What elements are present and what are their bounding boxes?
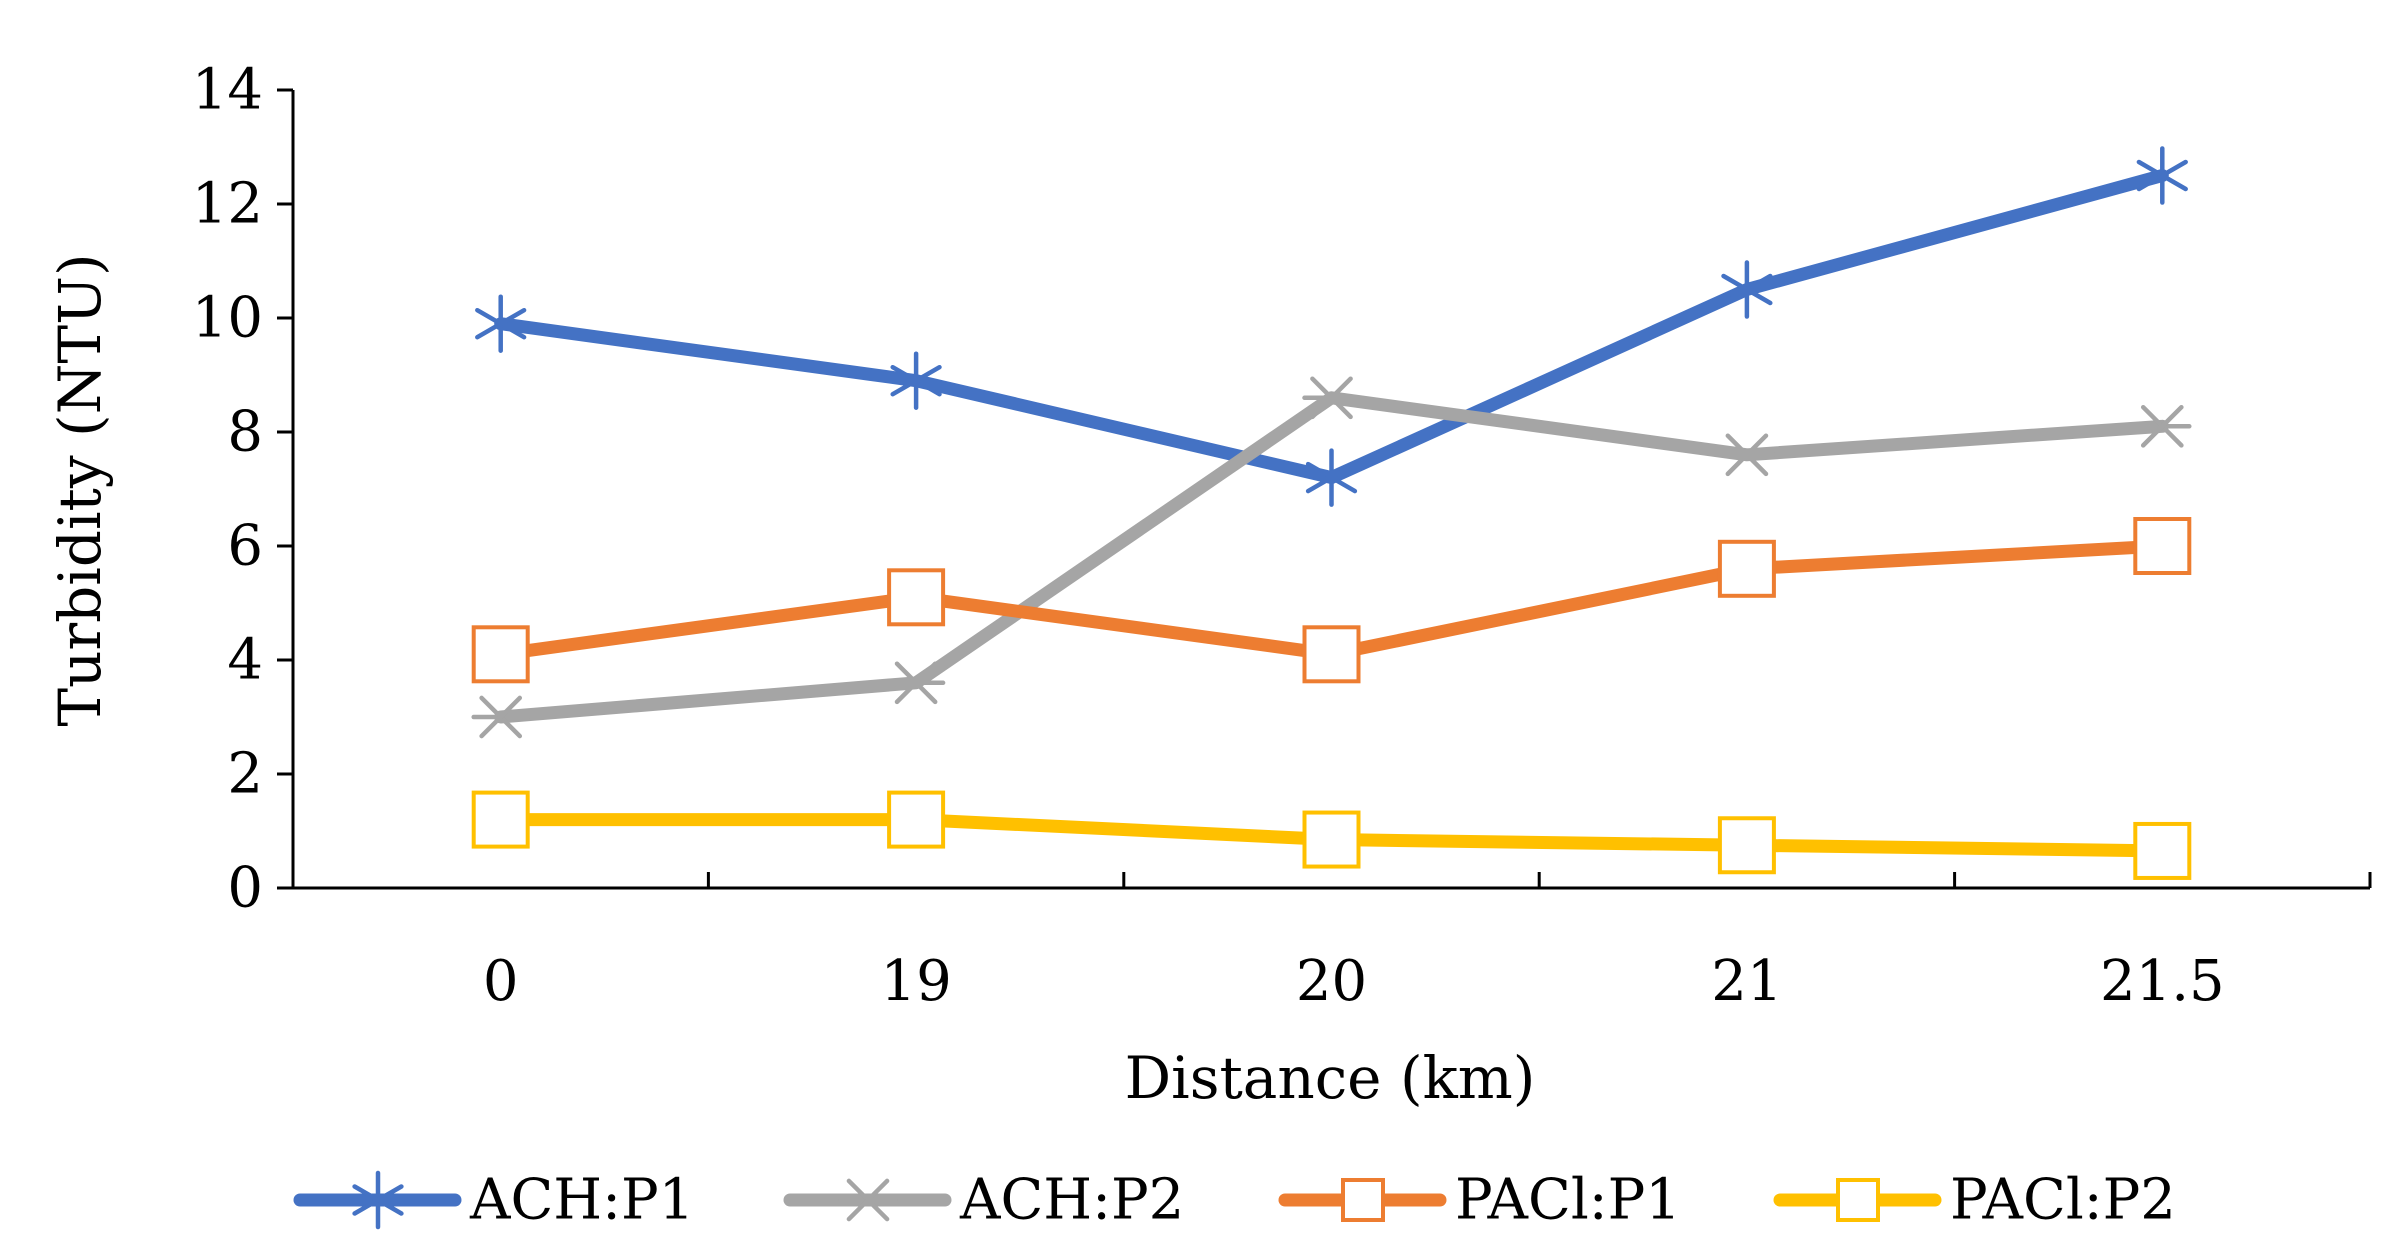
y-tick-label: 0 <box>227 856 263 921</box>
tick-labels: 0 2 4 6 8 10 12 14 0 19 20 21 21.5 <box>192 58 2225 1015</box>
data-point <box>1717 433 1777 477</box>
data-point <box>1717 816 1776 875</box>
data-point <box>890 351 942 410</box>
data-point <box>1305 448 1358 507</box>
legend-item: PACl:P2 <box>1773 1168 2176 1233</box>
data-point <box>2133 821 2192 880</box>
x-axis-title: Distance (km) <box>1125 1044 1536 1112</box>
data-point <box>886 661 946 705</box>
legend-item: PACl:P1 <box>1278 1168 1681 1233</box>
legend-label: ACH:P1 <box>469 1168 694 1233</box>
x-tick-label: 0 <box>483 949 519 1014</box>
axes <box>277 88 2372 890</box>
y-axis-title: Turbidity (NTU) <box>46 253 114 726</box>
data-point <box>475 294 527 353</box>
series-pacl-p2 <box>471 790 2192 880</box>
data-point <box>1717 539 1776 598</box>
x-tick-label: 21 <box>1711 949 1782 1014</box>
series-pacl-p1 <box>471 517 2192 684</box>
y-tick-label: 8 <box>227 400 263 465</box>
data-point <box>887 790 946 849</box>
data-point <box>1302 810 1361 869</box>
legend-label: PACl:P1 <box>1455 1168 1681 1233</box>
y-tick-label: 4 <box>227 628 263 693</box>
legend-label: ACH:P2 <box>959 1168 1184 1233</box>
y-tick-label: 12 <box>192 172 263 237</box>
data-point <box>1721 260 1773 319</box>
x-tick-label: 19 <box>880 949 951 1014</box>
data-point <box>1302 625 1361 684</box>
legend-label: PACl:P2 <box>1950 1168 2176 1233</box>
data-point <box>471 695 530 739</box>
legend-item: ACH:P2 <box>783 1168 1184 1233</box>
x-tick-label: 20 <box>1296 949 1367 1014</box>
series-lines <box>471 146 2192 880</box>
legend-item: ACH:P1 <box>293 1168 694 1233</box>
legend: ACH:P1 ACH:P2 PACl:P1 PACl:P2 <box>293 1168 2176 1233</box>
y-tick-label: 2 <box>227 742 263 807</box>
data-point <box>887 568 946 627</box>
series-line <box>494 169 2169 485</box>
y-tick-label: 6 <box>227 514 263 579</box>
legend-square-icon <box>1341 1178 1385 1222</box>
data-point <box>2133 517 2192 575</box>
legend-asterisk-icon <box>352 1170 404 1230</box>
legend-asterisk-icon <box>838 1178 898 1222</box>
data-point <box>471 790 530 849</box>
series-ach-p2 <box>471 376 2192 739</box>
y-tick-label: 10 <box>192 286 263 351</box>
data-point <box>1302 376 1361 420</box>
series-ach-p1 <box>475 146 2188 507</box>
x-tick-label: 21.5 <box>2100 949 2225 1014</box>
legend-square-icon <box>1836 1178 1880 1222</box>
y-tick-label: 14 <box>192 58 263 123</box>
data-point <box>2133 404 2192 448</box>
data-point <box>471 625 530 684</box>
data-point <box>2136 146 2188 205</box>
